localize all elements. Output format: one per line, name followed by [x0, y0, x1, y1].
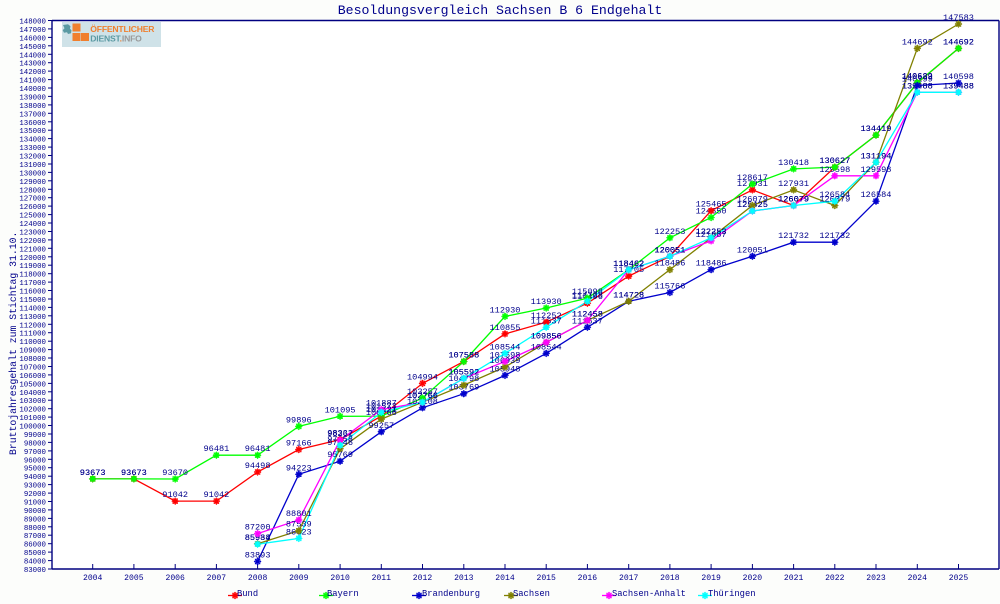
svg-text:115000: 115000 [19, 297, 46, 305]
svg-text:141000: 141000 [19, 78, 46, 86]
svg-text:98000: 98000 [24, 440, 46, 448]
svg-text:2020: 2020 [743, 574, 763, 583]
svg-text:2005: 2005 [124, 574, 144, 583]
svg-text:139000: 139000 [19, 94, 46, 102]
svg-text:107000: 107000 [19, 365, 46, 373]
svg-text:2007: 2007 [207, 574, 227, 583]
svg-text:125000: 125000 [19, 213, 46, 221]
svg-text:2018: 2018 [660, 574, 680, 583]
svg-text:148000: 148000 [19, 19, 46, 27]
svg-text:91000: 91000 [24, 500, 46, 508]
svg-text:96000: 96000 [24, 457, 46, 465]
svg-text:108000: 108000 [19, 356, 46, 364]
svg-text:90000: 90000 [24, 508, 46, 516]
svg-text:2021: 2021 [784, 574, 804, 583]
svg-text:2006: 2006 [165, 574, 185, 583]
svg-text:89000: 89000 [24, 516, 46, 524]
svg-text:93000: 93000 [24, 483, 46, 491]
svg-text:114000: 114000 [19, 305, 46, 313]
svg-text:121000: 121000 [19, 246, 46, 254]
svg-text:2023: 2023 [866, 574, 886, 583]
svg-text:85000: 85000 [24, 550, 46, 558]
svg-text:DIENST.INFO: DIENST.INFO [90, 33, 142, 43]
svg-text:126000: 126000 [19, 204, 46, 212]
svg-text:100000: 100000 [19, 424, 46, 432]
svg-text:137000: 137000 [19, 111, 46, 119]
svg-text:142000: 142000 [19, 69, 46, 77]
svg-text:147000: 147000 [19, 27, 46, 35]
svg-text:88000: 88000 [24, 525, 46, 533]
svg-text:116000: 116000 [19, 289, 46, 297]
svg-text:113000: 113000 [19, 314, 46, 322]
svg-text:112000: 112000 [19, 322, 46, 330]
svg-text:140000: 140000 [19, 86, 46, 94]
svg-text:123000: 123000 [19, 230, 46, 238]
svg-text:117000: 117000 [19, 280, 46, 288]
svg-text:2017: 2017 [619, 574, 639, 583]
svg-text:2024: 2024 [908, 574, 928, 583]
svg-text:102000: 102000 [19, 407, 46, 415]
svg-text:128000: 128000 [19, 187, 46, 195]
svg-text:136000: 136000 [19, 120, 46, 128]
svg-text:92000: 92000 [24, 491, 46, 499]
svg-text:118000: 118000 [19, 272, 46, 280]
svg-text:2025: 2025 [949, 574, 969, 583]
svg-text:143000: 143000 [19, 61, 46, 69]
svg-text:106000: 106000 [19, 373, 46, 381]
svg-text:133000: 133000 [19, 145, 46, 153]
svg-text:94000: 94000 [24, 474, 46, 482]
svg-text:97000: 97000 [24, 449, 46, 457]
svg-text:84000: 84000 [24, 559, 46, 567]
svg-text:2015: 2015 [536, 574, 556, 583]
svg-text:2008: 2008 [248, 574, 268, 583]
svg-text:2012: 2012 [413, 574, 433, 583]
svg-text:2010: 2010 [330, 574, 350, 583]
svg-text:105000: 105000 [19, 381, 46, 389]
svg-text:2011: 2011 [372, 574, 392, 583]
svg-text:83000: 83000 [24, 567, 46, 575]
svg-text:127000: 127000 [19, 196, 46, 204]
svg-text:2004: 2004 [83, 574, 103, 583]
svg-text:103000: 103000 [19, 398, 46, 406]
svg-text:2022: 2022 [825, 574, 845, 583]
svg-text:145000: 145000 [19, 44, 46, 52]
svg-text:2009: 2009 [289, 574, 309, 583]
svg-text:130000: 130000 [19, 170, 46, 178]
svg-text:131000: 131000 [19, 162, 46, 170]
svg-text:95000: 95000 [24, 466, 46, 474]
svg-text:99000: 99000 [24, 432, 46, 440]
svg-text:144000: 144000 [19, 52, 46, 60]
svg-text:2019: 2019 [701, 574, 721, 583]
svg-text:129000: 129000 [19, 179, 46, 187]
svg-text:135000: 135000 [19, 128, 46, 136]
svg-text:86000: 86000 [24, 542, 46, 550]
svg-text:101000: 101000 [19, 415, 46, 423]
svg-text:138000: 138000 [19, 103, 46, 111]
svg-text:104000: 104000 [19, 390, 46, 398]
svg-text:110000: 110000 [19, 339, 46, 347]
svg-text:2014: 2014 [495, 574, 515, 583]
svg-text:134000: 134000 [19, 137, 46, 145]
svg-text:111000: 111000 [19, 331, 46, 339]
svg-text:122000: 122000 [19, 238, 46, 246]
svg-text:87000: 87000 [24, 533, 46, 541]
svg-text:124000: 124000 [19, 221, 46, 229]
svg-text:132000: 132000 [19, 154, 46, 162]
svg-text:146000: 146000 [19, 35, 46, 43]
svg-text:109000: 109000 [19, 348, 46, 356]
svg-text:119000: 119000 [19, 263, 46, 271]
svg-text:2013: 2013 [454, 574, 474, 583]
svg-text:120000: 120000 [19, 255, 46, 263]
svg-text:2016: 2016 [578, 574, 598, 583]
